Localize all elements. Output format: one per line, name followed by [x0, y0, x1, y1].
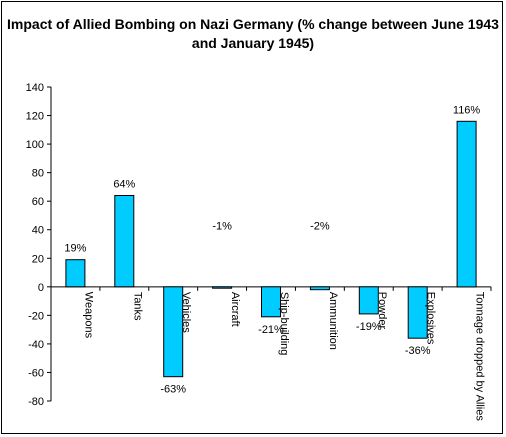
- category-label: Ammunition: [327, 292, 339, 350]
- category-label: Tonnage dropped by Allies: [474, 292, 486, 422]
- category-label: Ship-building: [278, 292, 290, 356]
- y-tick-label: 120: [26, 111, 44, 123]
- bar: [114, 195, 135, 288]
- bar: [212, 286, 233, 289]
- data-label: -1%: [212, 221, 232, 233]
- data-label: -19%: [356, 321, 382, 333]
- chart-bars: [65, 120, 477, 378]
- y-tick-label: 140: [26, 82, 44, 94]
- y-tick-label: 80: [32, 168, 44, 180]
- category-label: Vehicles: [180, 292, 192, 333]
- category-label: Weapons: [82, 292, 94, 339]
- category-label: Powder: [376, 292, 388, 330]
- bar: [65, 259, 86, 288]
- bar: [407, 286, 428, 339]
- y-tick-label: 100: [26, 139, 44, 151]
- data-label: -36%: [405, 345, 431, 357]
- y-tick-label: 60: [32, 196, 44, 208]
- data-label: 64%: [113, 178, 135, 190]
- category-label: Tanks: [131, 292, 143, 321]
- category-label: Explosives: [425, 292, 437, 345]
- bar: [358, 286, 379, 315]
- data-label: -21%: [258, 324, 284, 336]
- y-tick-label: 20: [32, 253, 44, 265]
- bar: [261, 286, 281, 318]
- data-label: -2%: [310, 221, 330, 233]
- data-label: 19%: [64, 243, 86, 255]
- chart-axes: -80 -60 -40 -20 0 20 40 60 80 100 120 140: [26, 82, 492, 408]
- y-tick-label: -60: [28, 367, 44, 379]
- category-label: Aircraft: [229, 292, 241, 327]
- chart-data-labels: 19% 64% -63% -1% -21% -2% -19% -36% 116%: [64, 104, 480, 395]
- bar: [309, 286, 330, 291]
- y-tick-label: -20: [28, 310, 44, 322]
- y-tick-label: 40: [32, 225, 44, 237]
- y-tick-label: -80: [28, 396, 44, 408]
- data-label: -63%: [160, 384, 186, 396]
- y-tick-label: 0: [38, 282, 44, 294]
- data-label: 116%: [453, 104, 481, 116]
- y-tick-label: -40: [28, 339, 44, 351]
- chart-title: Impact of Allied Bombing on Nazi Germany…: [7, 16, 499, 51]
- bar: [163, 286, 184, 378]
- chart-category-labels: Weapons Tanks Vehicles Aircraft Ship-buildin…: [82, 292, 485, 422]
- bar: [456, 120, 477, 288]
